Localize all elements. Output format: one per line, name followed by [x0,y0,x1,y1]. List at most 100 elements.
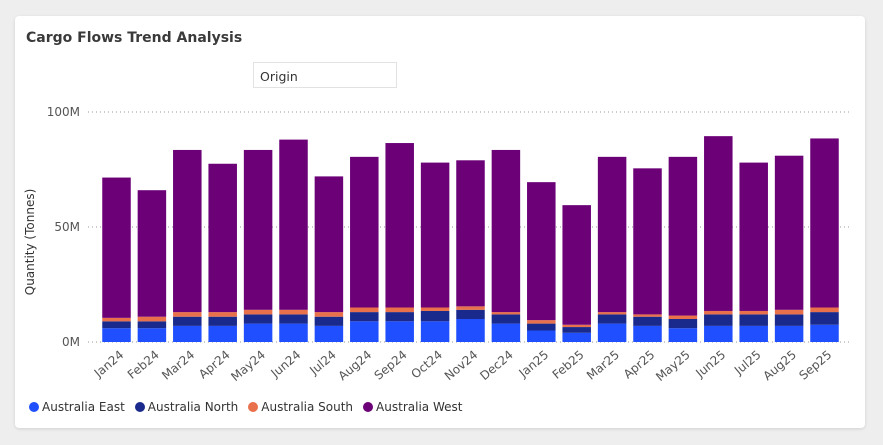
bar-segment [668,315,698,319]
bar-segment [704,325,733,342]
bar-segment [491,323,521,342]
bar-segment [562,205,591,325]
x-tick-label: Jun25 [692,348,728,381]
bar-segment [562,327,591,333]
bar-segment [420,310,450,322]
bar-segment [810,307,839,313]
x-tick-label: May24 [228,348,268,384]
bar-segment [173,149,202,313]
bar-segment [314,325,344,342]
bar-segment [420,307,450,311]
bar-segment [456,160,485,307]
chart-legend: Australia East Australia North Australia S… [29,400,462,414]
bar-segment [137,321,167,329]
y-tick-label: 0M [62,335,80,349]
bar-segment [810,312,839,325]
bar-segment [491,149,521,313]
bar-segment [137,328,167,342]
bar-segment [668,319,698,329]
bar-segment [243,309,273,315]
bar-segment [208,312,237,317]
x-tick-label: Aug24 [336,348,375,384]
bar-segment [420,162,450,308]
legend-label: Australia West [376,400,463,414]
bar-segment [279,309,308,315]
bar-segment [102,177,131,318]
x-tick-label: Jun24 [268,348,304,381]
x-tick-label: Feb25 [550,348,587,382]
bar-segment [385,321,414,342]
bar-segment [739,310,768,315]
bar-segment [173,316,202,326]
bar-segment [456,319,485,342]
bar-segment [810,138,839,308]
bar-segment [810,324,839,342]
bar-segment [668,156,698,316]
x-tick-label: May25 [653,348,693,384]
y-axis-label: Quantity (Tonnes) [23,189,37,296]
bar-segment [243,323,273,342]
bar-segment [774,309,804,315]
legend-item[interactable]: Australia South [248,400,353,414]
bar-segment [739,314,768,326]
bar-segment [491,314,521,324]
bar-segment [279,323,308,342]
bar-segment [597,312,627,315]
legend-label: Australia North [147,400,239,414]
bar-segment [633,168,662,315]
bar-segment [668,328,698,342]
bar-segment [491,312,521,315]
legend-marker [134,402,145,412]
bar-segment [633,325,662,342]
x-tick-label: Jul25 [731,348,764,378]
bar-segment [243,149,273,310]
bar-segment [279,139,308,310]
y-tick-label: 100M [47,105,80,119]
bar-segment [633,316,662,326]
bar-segment [420,321,450,342]
bar-segment [704,310,733,315]
bar-segment [350,307,379,313]
x-tick-label: Feb24 [125,348,162,382]
bar-segment [279,314,308,324]
legend-item[interactable]: Australia North [134,400,239,414]
x-tick-label: Mar24 [159,348,197,383]
bar-segment [350,321,379,342]
legend-item[interactable]: Australia West [363,400,462,414]
bar-segment [314,316,344,326]
x-tick-label: Jan24 [91,348,127,381]
bar-segment [385,143,414,308]
origin-slicer[interactable]: Origin [253,62,397,88]
bar-segment [774,155,804,310]
x-tick-label: Dec24 [477,348,515,383]
bar-segment [385,312,414,322]
legend-marker [363,402,374,412]
bar-segment [704,314,733,326]
x-tick-label: Apr25 [621,348,658,382]
bar-segment [208,163,237,313]
legend-item[interactable]: Australia East [29,400,125,414]
chart-title: Cargo Flows Trend Analysis [26,30,243,46]
bar-segment [704,136,733,311]
bar-segment [739,325,768,342]
bar-segment [633,314,662,317]
x-tick-label: Sep25 [796,348,834,383]
legend-marker [29,402,39,412]
x-tick-label: Sep24 [372,348,410,383]
x-tick-label: Nov24 [442,348,481,384]
bar-segment [350,156,379,308]
bar-segment [243,314,273,324]
bar-segment [562,324,591,328]
bar-segment [527,323,556,331]
bar-segment [739,162,768,311]
bar-segment [597,314,627,324]
bar-segment [774,314,804,326]
bar-segment [774,325,804,342]
y-tick-label: 50M [54,220,80,234]
x-tick-label: Oct24 [408,348,445,382]
bar-segment [137,190,167,317]
bar-segment [102,317,131,322]
bar-segment [385,307,414,313]
bar-segment [562,332,591,342]
